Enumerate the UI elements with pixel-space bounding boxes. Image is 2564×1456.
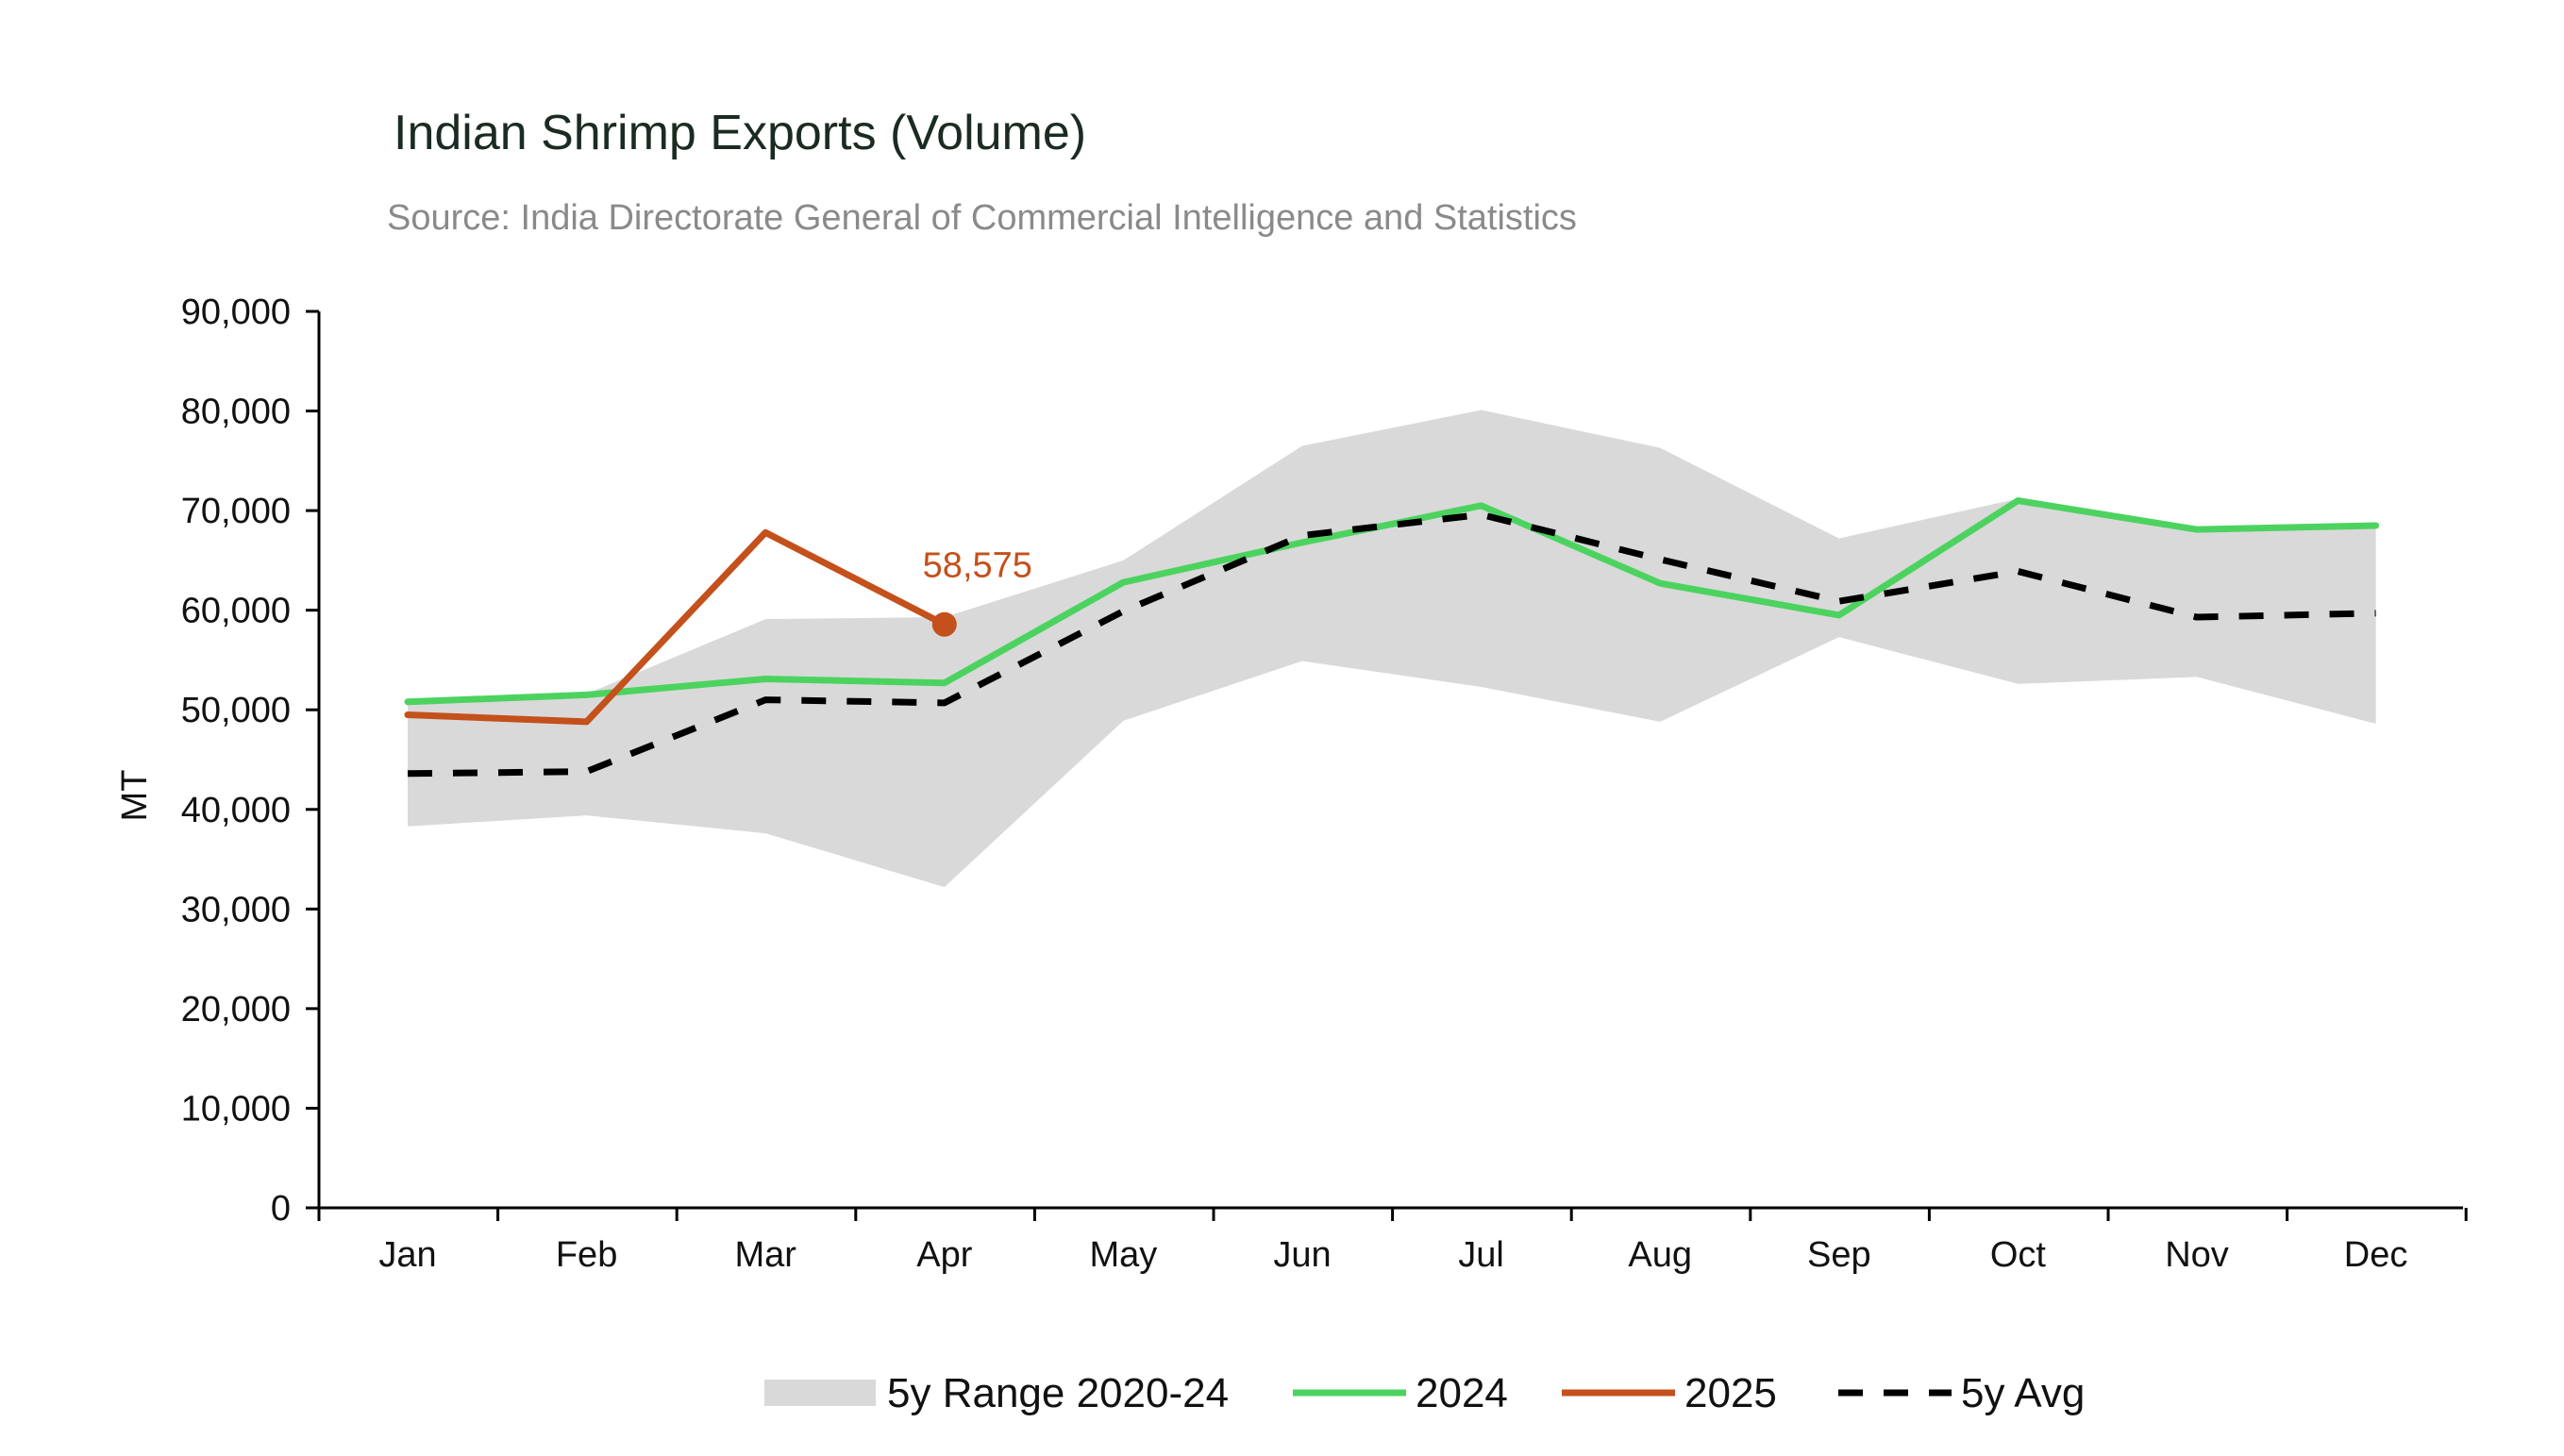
y-tick-label: 70,000 (181, 492, 291, 531)
x-tick-label: Sep (1807, 1235, 1871, 1275)
y-tick-label: 10,000 (181, 1089, 291, 1129)
annotation-label: 58,575 (923, 546, 1032, 586)
y-tick-label: 20,000 (181, 990, 291, 1029)
legend-swatch-range (764, 1380, 876, 1406)
series-line-2025 (404, 528, 948, 726)
y-tick-label: 0 (271, 1189, 291, 1229)
x-tick-label: May (1090, 1235, 1158, 1275)
legend-label-2024: 2024 (1416, 1370, 1508, 1416)
legend-label-5y-avg: 5y Avg (1961, 1370, 2085, 1416)
legend-label-range: 5y Range 2020-24 (887, 1370, 1229, 1416)
x-tick-label: Jun (1273, 1235, 1331, 1275)
axes: 0 10,000 20,000 30,000 40,000 50,000 60,000 70,… (181, 293, 2468, 1275)
y-tick-label: 40,000 (181, 791, 291, 830)
y-tick-label: 60,000 (181, 592, 291, 631)
range-band-layer (408, 410, 2376, 888)
annotations: 58,575 (923, 546, 1032, 637)
x-tick-label: Nov (2165, 1235, 2229, 1275)
x-tick-label: Feb (556, 1235, 617, 1275)
chart-subtitle: Source: India Directorate General of Com… (387, 198, 1577, 238)
range-band-area (408, 410, 2376, 888)
chart-title: Indian Shrimp Exports (Volume) (394, 106, 1086, 160)
series-line-5y-avg (407, 510, 2376, 778)
series-layer (404, 497, 2380, 778)
series-line-2024 (404, 497, 2380, 706)
x-tick-label: Apr (916, 1235, 972, 1275)
annotation-point (931, 611, 957, 637)
y-tick-label: 90,000 (181, 293, 291, 332)
x-tick-label: Oct (1990, 1235, 2047, 1275)
y-tick-label: 50,000 (181, 691, 291, 730)
x-tick-label: Dec (2344, 1235, 2408, 1275)
y-axis-label: MT (115, 770, 155, 822)
x-tick-label: Jul (1458, 1235, 1504, 1275)
y-tick-label: 80,000 (181, 393, 291, 432)
x-tick-label: Jan (378, 1235, 436, 1275)
x-tick-label: Mar (734, 1235, 796, 1275)
y-tick-label: 30,000 (181, 890, 291, 929)
x-tick-label: Aug (1628, 1235, 1692, 1275)
legend: 5y Range 2020-24 2024 2025 5y Avg (764, 1370, 2085, 1416)
legend-label-2025: 2025 (1684, 1370, 1777, 1416)
